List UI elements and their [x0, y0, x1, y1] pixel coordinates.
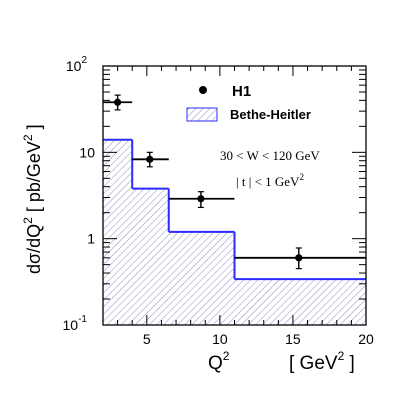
data-points-layer [103, 94, 366, 270]
x-axis-unit-exp: 2 [338, 349, 345, 363]
data-point [103, 94, 133, 111]
annotation-t-exp: 2 [299, 172, 304, 182]
y-tick-label-base: 10 [63, 317, 79, 333]
histogram-layer [103, 138, 366, 325]
data-point-marker [114, 98, 122, 106]
y-axis-unit-exp: 2 [21, 134, 35, 141]
data-point [132, 151, 169, 168]
y-tick-label: 10-1 [63, 314, 88, 333]
y-axis-label: dσ/dQ2 [ pb/GeV2 ] [21, 124, 44, 274]
y-axis-unit-close: ] [24, 124, 44, 134]
y-tick-label: 1 [87, 231, 95, 247]
legend-h1-marker [199, 86, 207, 94]
legend-bh-marker [186, 107, 218, 122]
data-point-marker [197, 195, 205, 203]
x-axis-label: Q2 [208, 349, 230, 374]
data-point [168, 191, 235, 209]
y-tick-label-base: 10 [79, 144, 95, 160]
x-tick-label: 5 [143, 331, 151, 347]
x-axis-label-base: Q [208, 353, 223, 374]
annotation-w-range: 30 < W < 120 GeV [220, 148, 320, 163]
legend-bh-label: Bethe-Heitler [230, 107, 311, 122]
x-axis-unit: [ GeV2 ] [289, 349, 355, 374]
x-axis-unit-base: [ GeV [289, 353, 338, 374]
y-axis-label-exp: 2 [21, 217, 35, 224]
data-point-marker [146, 155, 154, 163]
y-tick-label: 10 [79, 144, 95, 160]
axis-ticks [102, 66, 367, 326]
y-tick-label-base: 1 [87, 231, 95, 247]
x-tick-label: 20 [358, 331, 374, 347]
x-axis-unit-close: ] [344, 353, 355, 374]
x-axis-label-exp: 2 [223, 349, 230, 363]
annotation-t-base: | t | < 1 GeV [236, 174, 300, 189]
y-axis-unit-base: [ pb/GeV [24, 141, 44, 217]
legend-h1-label: H1 [232, 83, 251, 100]
y-tick-label-exp: -1 [78, 314, 87, 325]
x-tick-label: 10 [212, 331, 228, 347]
data-point-marker [295, 254, 303, 262]
y-axis-label-base: dσ/dQ [24, 224, 44, 274]
annotation-t-range: | t | < 1 GeV2 [236, 172, 304, 189]
data-point [234, 247, 366, 270]
y-tick-label-exp: 2 [81, 55, 87, 66]
y-tick-label-base: 10 [66, 58, 82, 74]
y-tick-label: 102 [66, 55, 88, 74]
x-tick-label: 15 [285, 331, 301, 347]
